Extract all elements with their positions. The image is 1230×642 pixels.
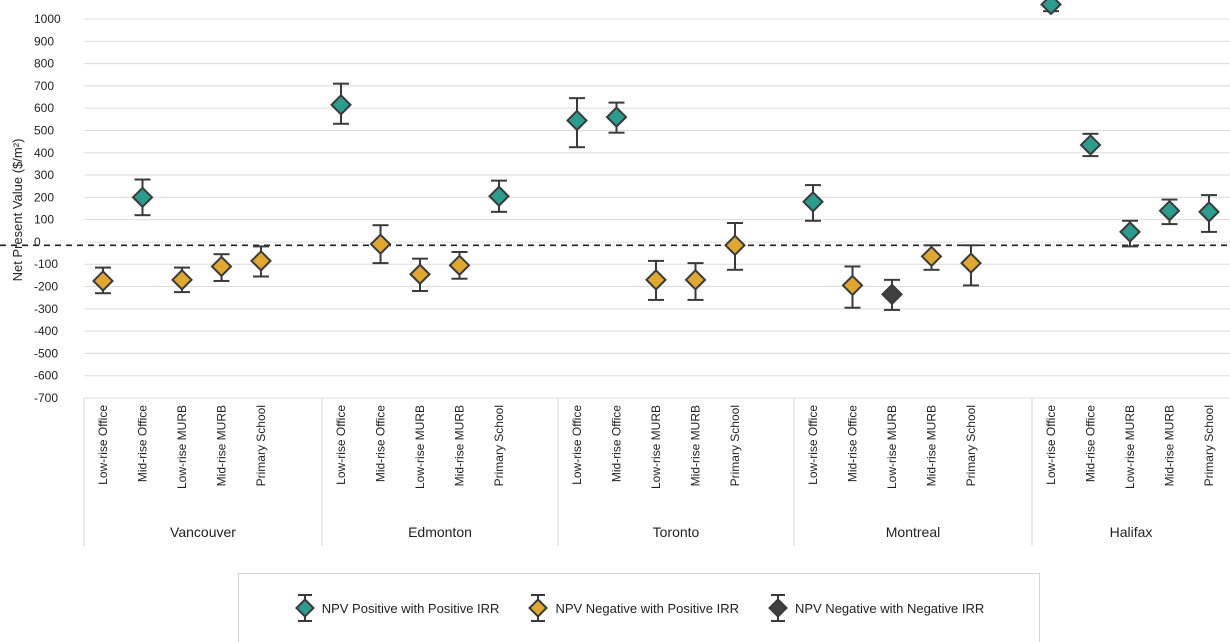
y-tick-label: 400 <box>34 146 54 160</box>
x-tick-label: Low-rise Office <box>1044 405 1058 485</box>
data-point-marker <box>684 268 707 291</box>
y-tick-label: 0 <box>34 235 41 249</box>
data-point-marker <box>645 268 667 291</box>
teal-diamond-icon <box>294 594 315 622</box>
data-point-marker <box>841 274 864 297</box>
group-label: Halifax <box>1110 524 1153 540</box>
grid-lines <box>84 18 1230 399</box>
x-tick-label: Low-rise Office <box>570 405 584 485</box>
legend-diamond <box>294 598 315 618</box>
legend-label: NPV Positive with Positive IRR <box>321 600 500 616</box>
data-point-marker <box>1158 199 1181 222</box>
data-point-marker <box>802 190 824 213</box>
x-tick-label: Mid-rise Office <box>610 405 624 482</box>
x-tick-label: Low-rise MURB <box>649 405 663 489</box>
data-point-marker <box>210 255 233 278</box>
x-axis: Low-rise Office Mid-rise Office Low-rise M… <box>83 398 1216 546</box>
y-tick-label: -400 <box>34 324 58 338</box>
y-tick-label: -100 <box>34 257 58 271</box>
x-tick-label: Low-rise MURB <box>885 405 899 489</box>
y-tick-label: 700 <box>34 79 54 93</box>
x-tick-label: Mid-rise Office <box>374 405 388 482</box>
y-tick-label: -300 <box>34 302 58 316</box>
x-tick-label: Low-rise Office <box>334 405 348 485</box>
x-tick-label: Mid-rise Office <box>136 405 150 482</box>
data-point-marker <box>250 249 272 272</box>
data-point-marker <box>1119 220 1141 243</box>
y-tick-labels: 10009008007006005004003002001000-100-200… <box>34 12 61 405</box>
gold-diamond-icon <box>528 594 549 622</box>
x-tick-label: Primary School <box>1202 405 1216 486</box>
data-point-marker <box>369 233 392 256</box>
legend-item-negative-positive-irr: NPV Negative with Positive IRR <box>527 591 739 625</box>
y-tick-label: 300 <box>34 168 54 182</box>
x-tick-label: Mid-rise MURB <box>925 405 939 486</box>
x-tick-label: Primary School <box>728 405 742 486</box>
legend-label: NPV Negative with Negative IRR <box>794 600 985 616</box>
x-tick-label: Mid-rise MURB <box>1163 405 1177 486</box>
group-label: Toronto <box>653 524 700 540</box>
group-label: Edmonton <box>408 524 472 540</box>
x-tick-label: Mid-rise Office <box>846 405 860 482</box>
data-point-marker <box>92 270 114 292</box>
legend-label: NPV Negative with Positive IRR <box>555 600 739 616</box>
y-tick-label: 1000 <box>34 12 61 26</box>
x-tick-label: Mid-rise MURB <box>689 405 703 486</box>
x-tick-label: Primary School <box>492 405 506 486</box>
y-tick-label: 600 <box>34 101 54 115</box>
y-axis-label: Net Present Value ($/m²) <box>10 139 25 282</box>
data-point-marker <box>409 263 431 286</box>
x-tick-label: Low-rise MURB <box>1123 405 1137 489</box>
x-tick-label: Mid-rise Office <box>1084 405 1098 482</box>
y-tick-label: 900 <box>34 34 54 48</box>
data-point-marker <box>920 245 943 268</box>
group-label: Vancouver <box>170 524 236 540</box>
y-tick-label: 500 <box>34 123 54 137</box>
data-point-marker <box>488 185 510 208</box>
data-point-marker <box>330 93 352 116</box>
data-point-marker <box>448 254 471 277</box>
y-tick-label: -200 <box>34 280 58 294</box>
x-tick-label: Primary School <box>254 405 268 486</box>
data-point-marker <box>131 186 154 209</box>
x-tick-label: Mid-rise MURB <box>453 405 467 486</box>
data-point-marker <box>960 252 982 275</box>
group-label: Montreal <box>886 524 940 540</box>
x-tick-label: Low-rise Office <box>96 405 110 485</box>
data-point-marker <box>1198 200 1220 223</box>
data-points <box>92 0 1220 311</box>
legend-item-positive: NPV Positive with Positive IRR <box>294 591 500 625</box>
y-tick-label: 200 <box>34 190 54 204</box>
x-tick-label: Primary School <box>964 405 978 486</box>
legend-diamond <box>528 598 549 618</box>
data-point-marker <box>566 109 588 132</box>
data-point-marker <box>881 283 903 306</box>
data-point-marker <box>605 106 628 129</box>
data-point-marker <box>724 234 746 257</box>
y-tick-label: 100 <box>34 213 54 227</box>
y-tick-label: 800 <box>34 57 54 71</box>
legend-diamond <box>768 598 788 618</box>
y-tick-label: -500 <box>34 346 58 360</box>
x-tick-label: Low-rise MURB <box>175 405 189 489</box>
legend: NPV Positive with Positive IRR NPV Negat… <box>238 573 1040 642</box>
x-tick-label: Low-rise Office <box>806 405 820 485</box>
y-tick-label: -600 <box>34 369 58 383</box>
data-point-marker <box>1079 134 1102 156</box>
dark-diamond-icon <box>768 594 788 622</box>
x-tick-label: Mid-rise MURB <box>215 405 229 486</box>
legend-item-negative-negative-irr: NPV Negative with Negative IRR <box>767 591 984 625</box>
x-tick-label: Low-rise MURB <box>413 405 427 489</box>
y-tick-label: -700 <box>34 391 58 405</box>
data-point-marker <box>1040 0 1062 16</box>
data-point-marker <box>171 268 193 291</box>
